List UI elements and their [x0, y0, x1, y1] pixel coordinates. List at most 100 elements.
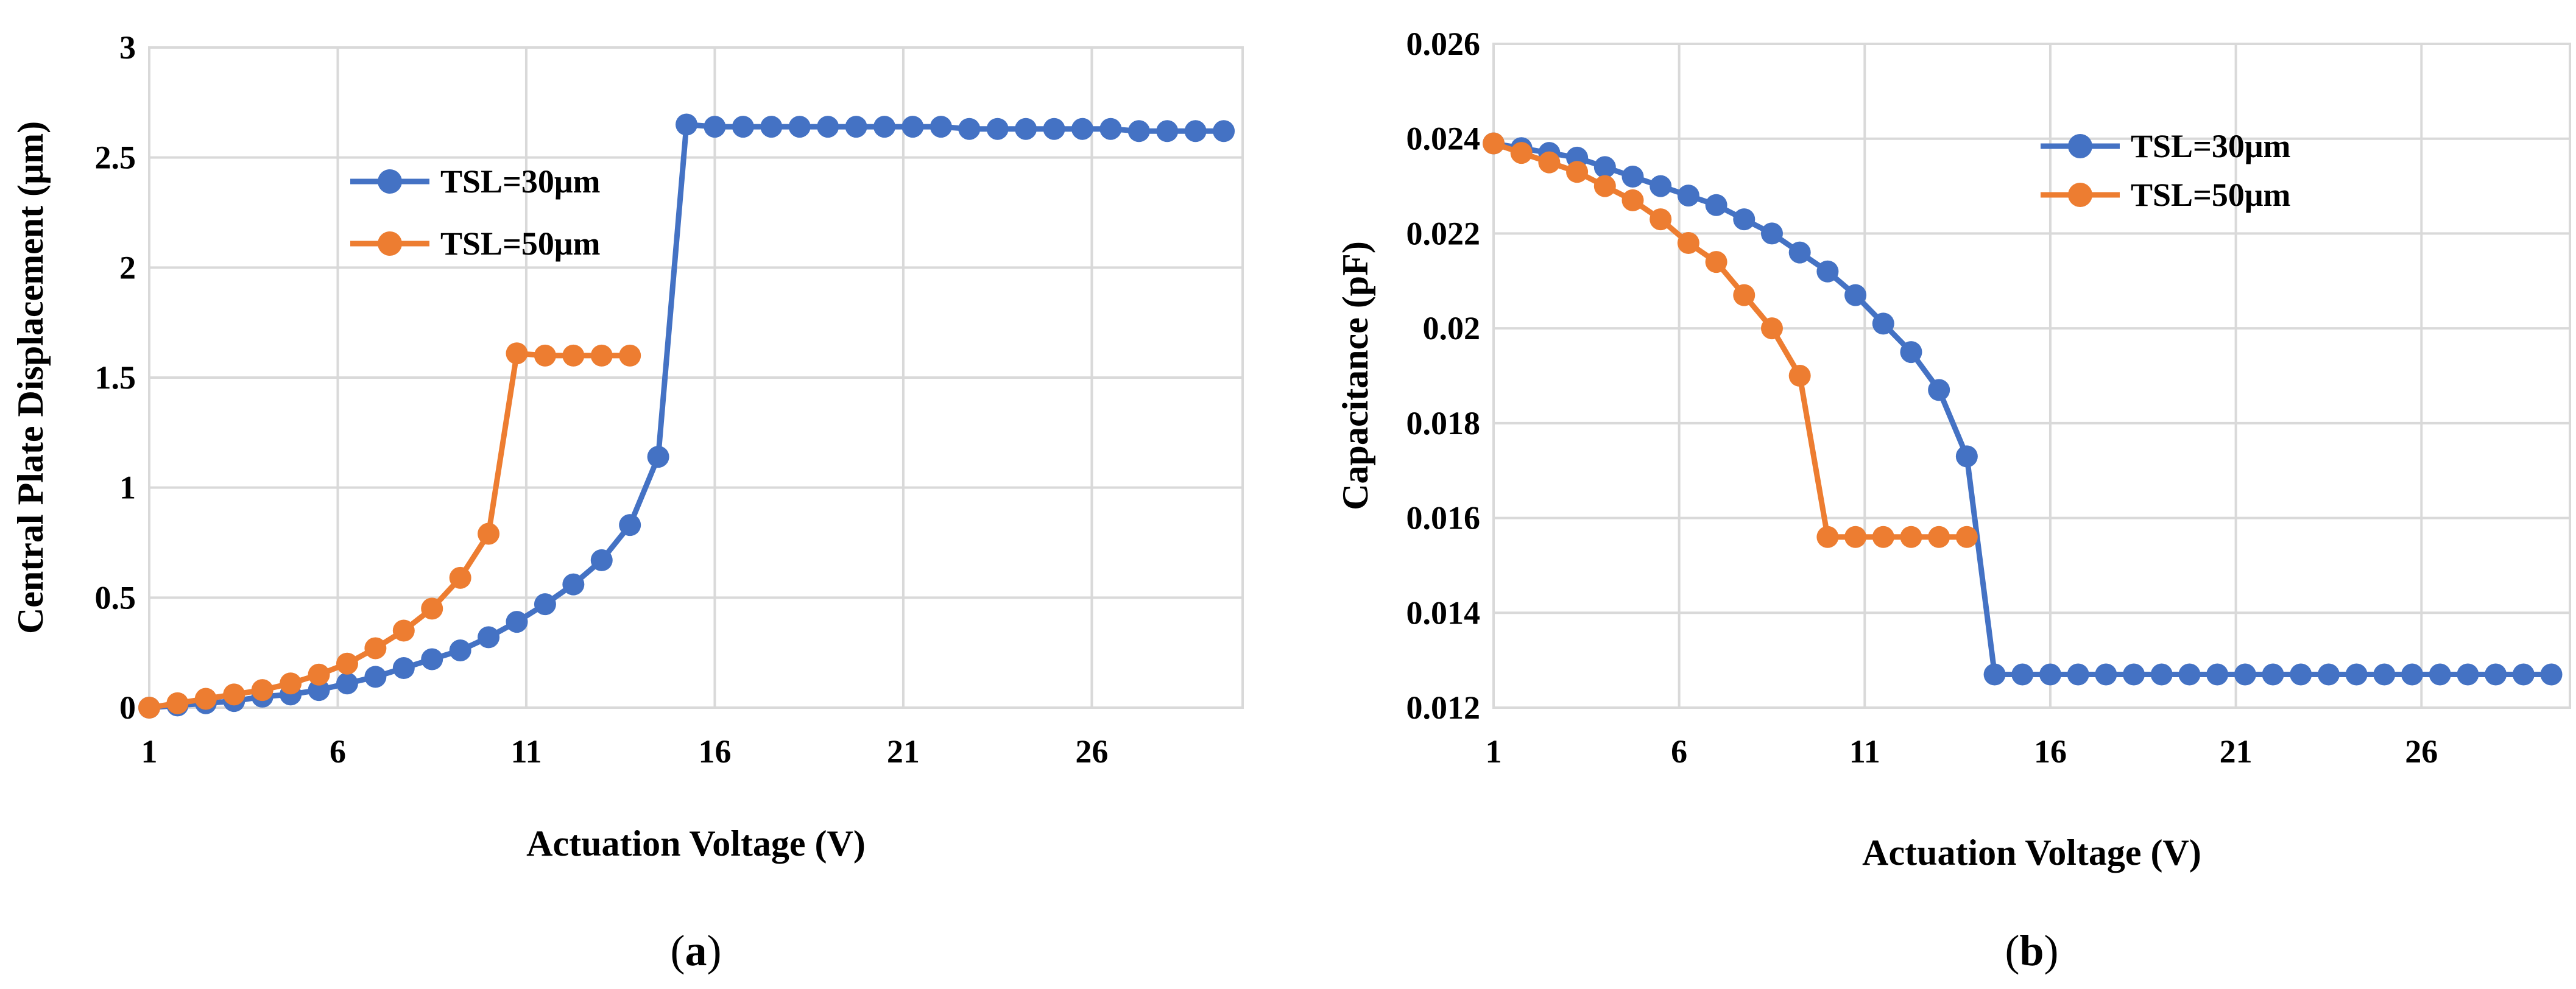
- data-point: [1621, 166, 1644, 188]
- legend-label: TSL=50μm: [2131, 177, 2290, 213]
- data-point: [619, 344, 641, 367]
- data-point: [1872, 312, 1894, 335]
- x-tick-label: 26: [2405, 733, 2438, 770]
- x-tick-label: 11: [510, 733, 542, 770]
- data-point: [1650, 208, 1672, 231]
- data-point: [194, 688, 217, 710]
- data-point: [1733, 284, 1756, 306]
- series-line-tsl-50: [146, 350, 633, 711]
- y-axis-title: Capacitance (pF): [1335, 241, 1375, 510]
- x-tick-label: 16: [698, 733, 731, 770]
- data-point: [1483, 132, 1505, 155]
- y-tick-label: 0.012: [1406, 689, 1481, 726]
- x-axis-title: Actuation Voltage (V): [526, 823, 866, 864]
- legend-marker: [378, 231, 402, 256]
- x-tick-label: 11: [1849, 733, 1880, 770]
- data-point: [1705, 251, 1727, 273]
- data-point: [1816, 260, 1839, 283]
- legend-label: TSL=30μm: [440, 163, 600, 200]
- data-point: [506, 611, 528, 633]
- data-point: [1099, 118, 1122, 140]
- data-point: [1900, 526, 1922, 548]
- data-point: [2039, 663, 2061, 686]
- y-tick-label: 0.016: [1406, 500, 1481, 537]
- x-tick-label: 6: [1671, 733, 1687, 770]
- data-point: [1733, 208, 1756, 231]
- legend-label: TSL=30μm: [2131, 128, 2290, 164]
- data-point: [534, 593, 556, 616]
- legend-entry: TSL=50μm: [2041, 177, 2290, 213]
- data-point: [1955, 445, 1978, 468]
- data-point: [1928, 526, 1950, 548]
- data-point: [308, 663, 330, 686]
- data-point: [1844, 284, 1867, 306]
- data-point: [1043, 118, 1065, 140]
- data-point: [2457, 663, 2479, 686]
- x-tick-label: 26: [1075, 733, 1108, 770]
- data-point: [986, 118, 1009, 140]
- legend-marker: [2068, 183, 2092, 207]
- data-point: [1677, 232, 1699, 254]
- data-point: [2540, 663, 2563, 686]
- data-point: [2067, 663, 2089, 686]
- data-point: [1844, 526, 1867, 548]
- data-point: [2317, 663, 2340, 686]
- data-point: [1593, 156, 1616, 178]
- data-point: [308, 679, 330, 702]
- data-point: [647, 446, 669, 468]
- data-point: [1015, 118, 1037, 140]
- data-point: [562, 573, 585, 596]
- data-point: [2401, 663, 2424, 686]
- data-point: [1156, 120, 1179, 143]
- data-point: [1593, 175, 1616, 197]
- data-point: [1760, 317, 1783, 340]
- data-point: [2512, 663, 2535, 686]
- data-point: [845, 116, 867, 138]
- legend-entry: TSL=50μm: [350, 225, 600, 262]
- data-point: [590, 344, 613, 367]
- y-tick-label: 0.024: [1406, 121, 1481, 157]
- data-point: [1900, 341, 1922, 364]
- data-point: [478, 626, 500, 649]
- legend-entry: TSL=30μm: [2041, 128, 2290, 164]
- data-point: [958, 118, 981, 140]
- series-line-tsl-30: [146, 122, 1227, 711]
- data-point: [704, 116, 726, 138]
- y-tick-label: 2.5: [95, 139, 136, 176]
- data-point: [1538, 151, 1561, 174]
- legend-entry: TSL=30μm: [350, 163, 600, 200]
- data-point: [421, 597, 443, 620]
- data-point: [1983, 663, 2006, 686]
- x-tick-label: 16: [2034, 733, 2067, 770]
- data-point: [2178, 663, 2201, 686]
- data-point: [280, 672, 302, 695]
- data-point: [930, 116, 952, 138]
- data-point: [788, 116, 811, 138]
- data-point: [590, 549, 613, 571]
- data-point: [2234, 663, 2256, 686]
- data-point: [1621, 189, 1644, 211]
- y-tick-label: 2: [119, 249, 136, 286]
- data-point: [1872, 526, 1894, 548]
- x-tick-label: 6: [330, 733, 346, 770]
- data-point: [902, 116, 924, 138]
- data-point: [1928, 379, 1950, 401]
- data-point: [392, 619, 415, 642]
- panel-label: (a): [671, 926, 722, 975]
- y-tick-label: 0.014: [1406, 594, 1481, 631]
- data-point: [138, 697, 160, 719]
- y-tick-label: 3: [119, 29, 136, 66]
- panel-label: (b): [2005, 926, 2058, 975]
- x-tick-label: 21: [887, 733, 920, 770]
- y-tick-label: 0.018: [1406, 405, 1481, 442]
- data-point: [421, 648, 443, 670]
- data-point: [732, 116, 754, 138]
- data-point: [2123, 663, 2145, 686]
- data-point: [336, 652, 358, 675]
- data-point: [676, 113, 698, 136]
- data-point: [2373, 663, 2396, 686]
- data-point: [223, 683, 245, 706]
- x-tick-label: 1: [1486, 733, 1502, 770]
- data-point: [1816, 526, 1839, 548]
- data-point: [1677, 185, 1699, 207]
